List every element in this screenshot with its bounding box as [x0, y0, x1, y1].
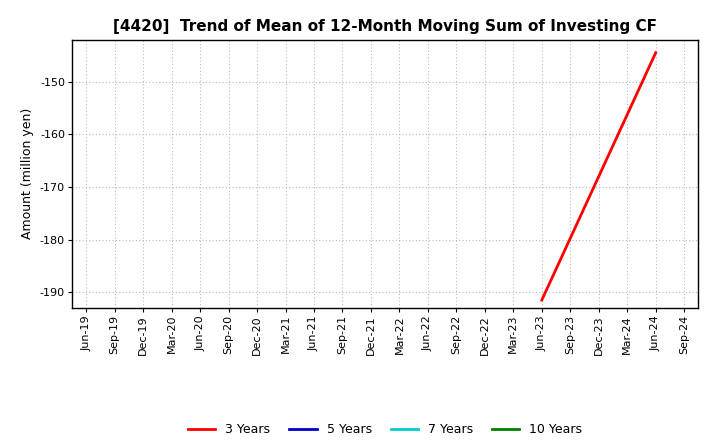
Legend: 3 Years, 5 Years, 7 Years, 10 Years: 3 Years, 5 Years, 7 Years, 10 Years [183, 418, 588, 440]
Y-axis label: Amount (million yen): Amount (million yen) [22, 108, 35, 239]
Title: [4420]  Trend of Mean of 12-Month Moving Sum of Investing CF: [4420] Trend of Mean of 12-Month Moving … [113, 19, 657, 34]
